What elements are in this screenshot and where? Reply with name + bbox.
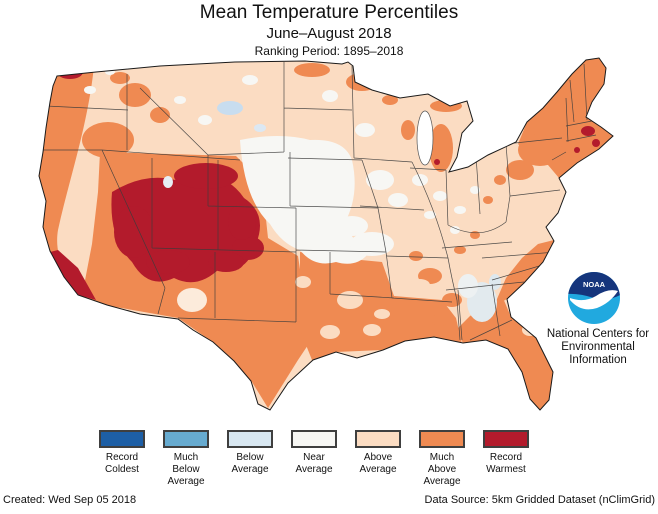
noaa-logo: NOAA <box>566 270 630 330</box>
data-source-label: Data Source: 5km Gridded Dataset (nClimG… <box>424 494 655 506</box>
legend-swatch-record-coldest <box>99 430 145 448</box>
lake-michigan <box>416 110 434 166</box>
legend-item-near-average: Near Average <box>282 430 346 487</box>
legend-label: Above Average <box>359 452 397 475</box>
legend-swatch-above-average <box>355 430 401 448</box>
legend-swatch-much-above-average <box>419 430 465 448</box>
legend-label: Much Above Average <box>423 452 461 487</box>
legend-item-record-coldest: Record Coldest <box>90 430 154 487</box>
created-timestamp: Created: Wed Sep 05 2018 <box>3 494 137 506</box>
legend-item-record-warmest: Record Warmest <box>474 430 538 487</box>
legend-swatch-record-warmest <box>483 430 529 448</box>
legend-item-much-above-average: Much Above Average <box>410 430 474 487</box>
legend-item-above-average: Above Average <box>346 430 410 487</box>
us-outline <box>38 57 614 411</box>
page-title: Mean Temperature Percentiles <box>199 2 459 23</box>
noaa-org-name: National Centers for Environmental Infor… <box>546 328 650 367</box>
legend-swatch-near-average <box>291 430 337 448</box>
legend-swatch-below-average <box>227 430 273 448</box>
legend-item-below-average: Below Average <box>218 430 282 487</box>
great-salt-lake <box>163 176 173 188</box>
legend: Record Coldest Much Below Average Below … <box>90 430 538 487</box>
legend-label: Near Average <box>295 452 333 475</box>
legend-swatch-much-below-average <box>163 430 209 448</box>
noaa-acronym: NOAA <box>583 280 606 289</box>
legend-label: Record Coldest <box>105 452 139 475</box>
legend-label: Much Below Average <box>167 452 205 487</box>
legend-label: Record Warmest <box>486 452 526 475</box>
legend-item-much-below-average: Much Below Average <box>154 430 218 487</box>
state-borders <box>39 62 597 341</box>
title-block: Mean Temperature Percentiles June–August… <box>0 2 658 59</box>
legend-label: Below Average <box>231 452 269 475</box>
page-subtitle: June–August 2018 <box>266 24 392 42</box>
ranking-period-label: Ranking Period: 1895–2018 <box>254 43 404 58</box>
